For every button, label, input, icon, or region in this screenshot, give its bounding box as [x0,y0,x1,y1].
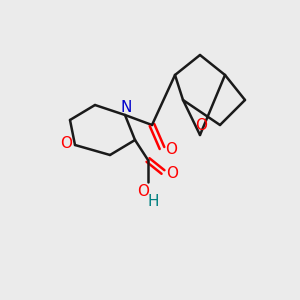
Text: O: O [166,166,178,181]
Text: N: N [120,100,132,115]
Text: H: H [147,194,159,209]
Text: O: O [137,184,149,200]
Text: O: O [195,118,207,133]
Text: O: O [165,142,177,158]
Text: O: O [60,136,72,152]
